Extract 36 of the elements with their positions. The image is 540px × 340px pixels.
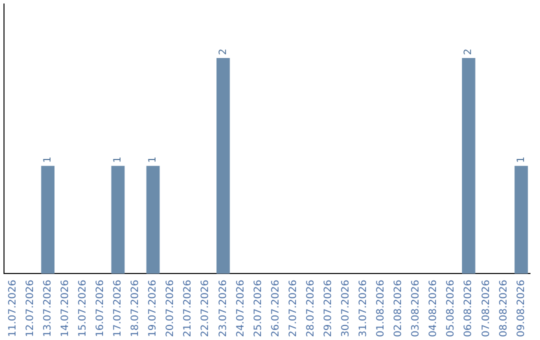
x-tick-label: 01.08.2026 xyxy=(376,280,387,338)
x-tick-label: 26.07.2026 xyxy=(270,280,282,338)
x-tick-label: 23.07.2026 xyxy=(218,280,229,338)
x-tick-label: 04.08.2026 xyxy=(428,280,440,338)
data-label: 1 xyxy=(148,156,159,163)
x-tick-label: 25.07.2026 xyxy=(252,280,264,338)
x-tick-label: 31.07.2026 xyxy=(358,280,370,338)
data-label: 2 xyxy=(218,48,229,55)
x-tick-label: 19.07.2026 xyxy=(148,280,159,338)
x-tick-label: 07.08.2026 xyxy=(480,280,492,338)
x-tick-label: 22.07.2026 xyxy=(200,280,212,338)
x-tick-label: 03.08.2026 xyxy=(410,280,422,338)
x-tick-label: 27.07.2026 xyxy=(288,280,299,338)
x-tick-label: 18.07.2026 xyxy=(130,280,142,338)
x-tick-label: 21.07.2026 xyxy=(182,280,194,338)
data-label: 2 xyxy=(463,48,474,55)
x-tick-label: 12.07.2026 xyxy=(24,280,36,338)
x-tick-label: 29.07.2026 xyxy=(322,280,334,338)
x-tick-label: 17.07.2026 xyxy=(112,280,124,338)
x-tick-label: 11.07.2026 xyxy=(7,280,18,338)
data-label: 1 xyxy=(42,156,54,163)
x-tick-label: 02.08.2026 xyxy=(393,280,404,338)
x-tick-label: 05.08.2026 xyxy=(446,280,457,338)
x-tick-label: 06.08.2026 xyxy=(463,280,474,338)
x-tick-label: 08.08.2026 xyxy=(498,280,510,338)
x-tick-label: 24.07.2026 xyxy=(235,280,246,338)
x-tick-label: 09.08.2026 xyxy=(516,280,527,338)
x-tick-label: 28.07.2026 xyxy=(305,280,316,338)
x-tick-label: 13.07.2026 xyxy=(42,280,54,338)
x-tick-label: 15.07.2026 xyxy=(77,280,88,338)
x-tick-label: 20.07.2026 xyxy=(165,280,176,338)
data-label: 1 xyxy=(112,156,124,163)
x-tick-label: 16.07.2026 xyxy=(95,280,106,338)
data-label: 1 xyxy=(516,156,527,163)
x-tick-label: 30.07.2026 xyxy=(340,280,352,338)
x-tick-label: 14.07.2026 xyxy=(60,280,71,338)
